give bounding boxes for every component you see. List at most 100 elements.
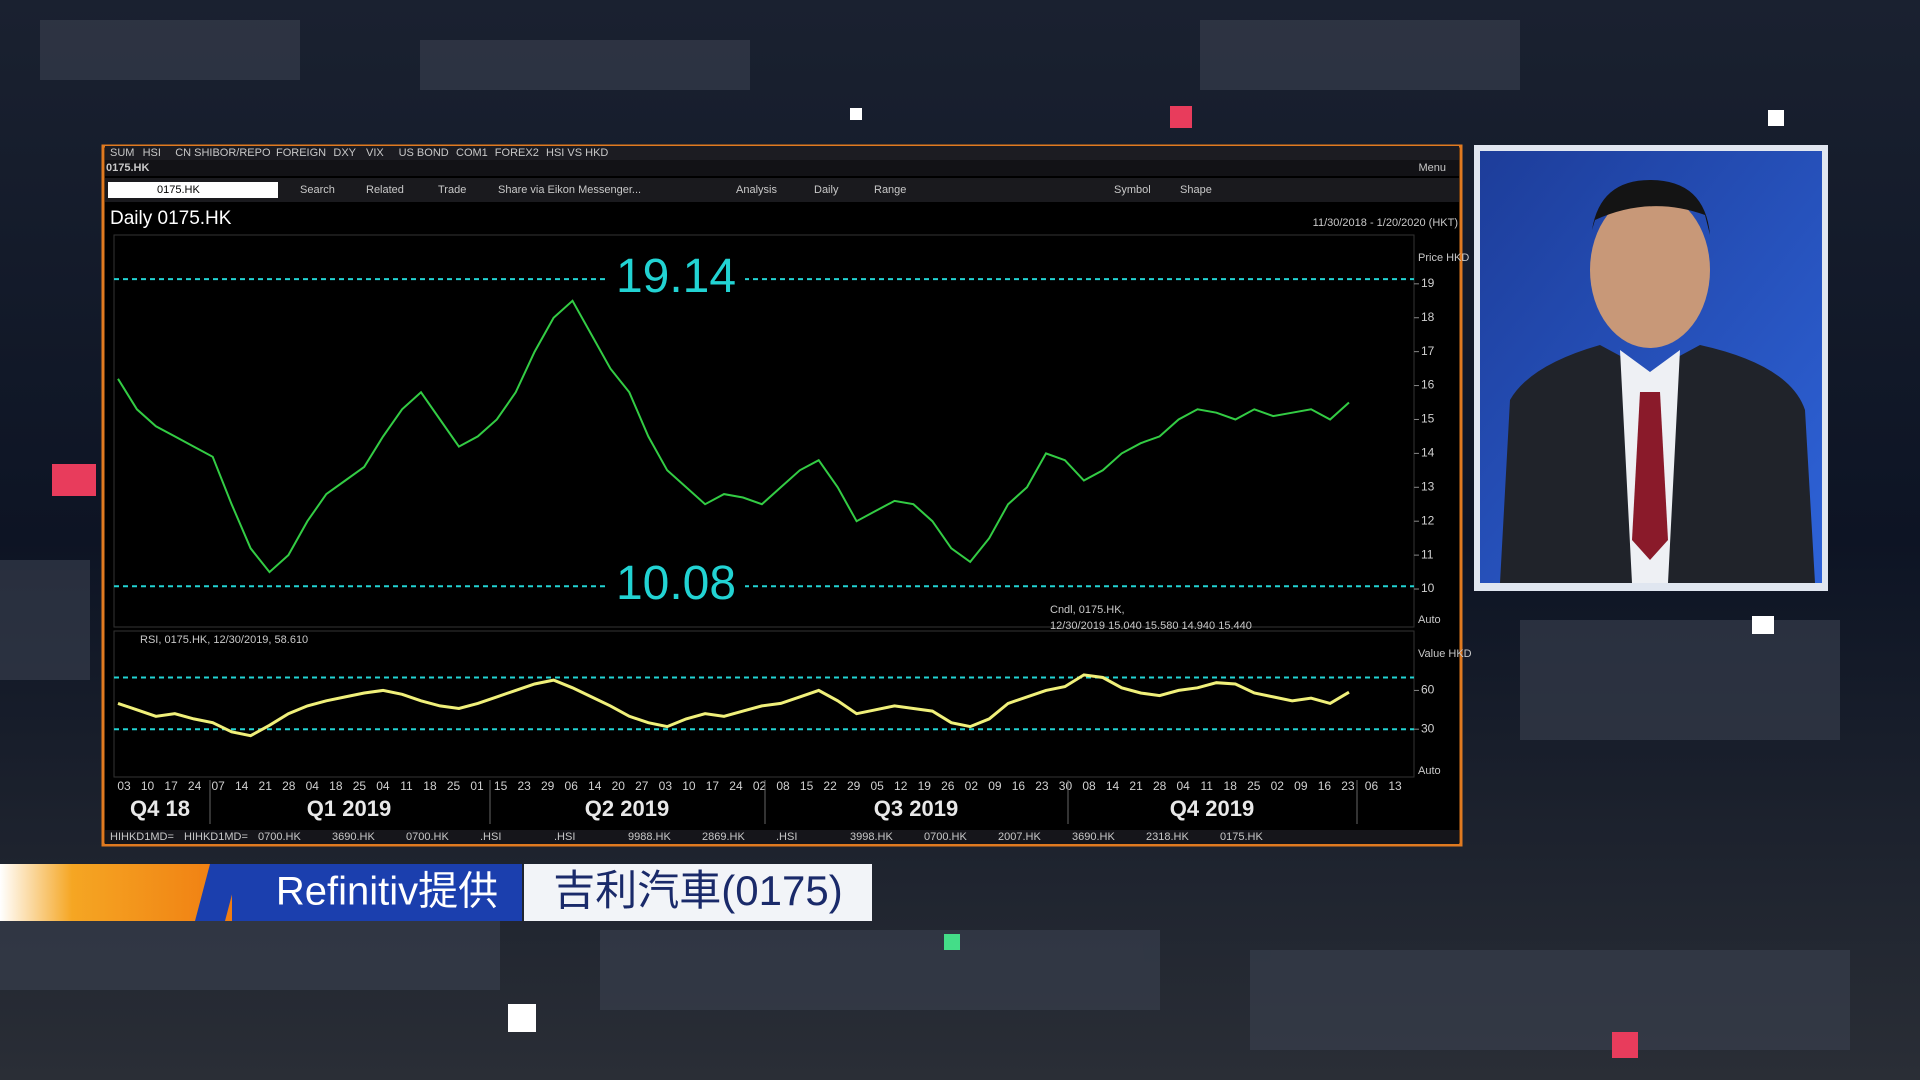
x-tick-label: 16 bbox=[1012, 779, 1026, 793]
toolbar-item[interactable]: Share via Eikon Messenger... bbox=[498, 184, 641, 196]
bottom-tab[interactable]: 2869.HK bbox=[702, 831, 745, 843]
x-tick-label: 15 bbox=[494, 779, 508, 793]
toolbar-item[interactable]: Range bbox=[874, 184, 906, 196]
x-tick-label: 10 bbox=[141, 779, 155, 793]
x-tick-label: 25 bbox=[447, 779, 461, 793]
toolbar-item[interactable]: Shape bbox=[1180, 184, 1212, 196]
deco bbox=[1752, 616, 1774, 634]
x-tick-label: 10 bbox=[682, 779, 696, 793]
x-tick-label: 09 bbox=[1294, 779, 1308, 793]
y-tick-label: 60 bbox=[1421, 683, 1435, 697]
x-tick-label: 20 bbox=[612, 779, 626, 793]
tab[interactable]: CN SHIBOR/REPO bbox=[175, 147, 271, 159]
deco bbox=[1612, 1032, 1638, 1058]
x-tick-label: 14 bbox=[588, 779, 602, 793]
deco bbox=[1170, 106, 1192, 128]
bottom-tab[interactable]: .HSI bbox=[554, 831, 575, 843]
x-tick-label: 05 bbox=[871, 779, 885, 793]
bottom-tab[interactable]: 3690.HK bbox=[332, 831, 375, 843]
chart-window: 0175.HK Menu 0175.HK bbox=[101, 144, 1463, 847]
series-line bbox=[117, 299, 1350, 574]
toolbar-item[interactable]: Related bbox=[366, 184, 404, 196]
bottom-tab[interactable]: 2007.HK bbox=[998, 831, 1041, 843]
toolbar-item[interactable]: Trade bbox=[438, 184, 466, 196]
x-tick-label: 01 bbox=[470, 779, 484, 793]
bottom-tab[interactable]: 0175.HK bbox=[1220, 831, 1263, 843]
bottom-tab[interactable]: .HSI bbox=[776, 831, 797, 843]
level-label: 10.08 bbox=[616, 557, 736, 610]
bottom-tab[interactable]: HIHKD1MD= bbox=[184, 831, 248, 843]
tab[interactable]: HSI VS HKD bbox=[546, 147, 608, 159]
x-tick-label: 17 bbox=[164, 779, 178, 793]
toolbar-item[interactable]: Daily bbox=[814, 184, 839, 196]
bottom-tab[interactable]: 2318.HK bbox=[1146, 831, 1189, 843]
x-tick-label: 25 bbox=[353, 779, 367, 793]
quarter-label: Q1 2019 bbox=[307, 796, 391, 821]
x-tick-label: 07 bbox=[211, 779, 225, 793]
deco bbox=[52, 464, 96, 496]
y-tick-label: 12 bbox=[1421, 513, 1435, 527]
x-tick-label: 14 bbox=[235, 779, 249, 793]
x-tick-label: 02 bbox=[1271, 779, 1285, 793]
x-tick-label: 11 bbox=[400, 779, 413, 793]
x-tick-label: 16 bbox=[1318, 779, 1332, 793]
x-tick-label: 19 bbox=[918, 779, 932, 793]
bottom-tab[interactable]: 0700.HK bbox=[406, 831, 449, 843]
caption-source: Refinitiv提供 bbox=[276, 870, 498, 914]
tab[interactable]: FOREX2 bbox=[495, 147, 539, 159]
caption-stock: 吉利汽車(0175) bbox=[553, 867, 842, 914]
quarter-label: Q3 2019 bbox=[874, 796, 958, 821]
x-tick-label: 23 bbox=[1035, 779, 1049, 793]
toolbar-item[interactable]: Analysis bbox=[736, 184, 777, 196]
x-tick-label: 03 bbox=[117, 779, 131, 793]
bottom-tab[interactable]: 0700.HK bbox=[258, 831, 301, 843]
x-tick-label: 11 bbox=[1200, 779, 1213, 793]
tab[interactable]: HSI bbox=[143, 147, 161, 159]
level-label: 19.14 bbox=[616, 250, 736, 303]
quarter-label: Q2 2019 bbox=[585, 796, 669, 821]
bottom-tab[interactable]: .HSI bbox=[480, 831, 501, 843]
x-tick-label: 02 bbox=[965, 779, 979, 793]
y-tick-label: 17 bbox=[1421, 344, 1435, 358]
x-tick-label: 18 bbox=[423, 779, 437, 793]
y-axis-label: Value HKD bbox=[1418, 648, 1472, 660]
x-tick-label: 24 bbox=[729, 779, 743, 793]
toolbar-item[interactable]: Symbol bbox=[1114, 184, 1151, 196]
chart-subtitle: 11/30/2018 - 1/20/2020 (HKT) bbox=[1313, 217, 1458, 229]
tab[interactable]: FOREIGN bbox=[276, 147, 326, 159]
tab[interactable]: COM1 bbox=[456, 147, 488, 159]
tab[interactable]: US BOND bbox=[399, 147, 449, 159]
bottom-tab[interactable]: 0700.HK bbox=[924, 831, 967, 843]
x-tick-label: 06 bbox=[1365, 779, 1379, 793]
x-tick-label: 27 bbox=[635, 779, 649, 793]
y-tick-label: 11 bbox=[1421, 547, 1434, 561]
toolbar-item[interactable]: Search bbox=[300, 184, 335, 196]
y-tick-label: 19 bbox=[1421, 276, 1435, 290]
menu-button[interactable]: Menu bbox=[1418, 162, 1446, 174]
quarter-label: Q4 2019 bbox=[1170, 796, 1254, 821]
tab[interactable]: DXY bbox=[333, 147, 356, 159]
bottom-tab[interactable]: 3690.HK bbox=[1072, 831, 1115, 843]
scale-button[interactable]: Auto bbox=[1418, 765, 1441, 777]
x-tick-label: 14 bbox=[1106, 779, 1120, 793]
x-tick-label: 28 bbox=[282, 779, 296, 793]
chart-title: Daily 0175.HK bbox=[110, 208, 232, 229]
bottom-tab[interactable]: HIHKD1MD= bbox=[110, 831, 174, 843]
x-tick-label: 24 bbox=[188, 779, 202, 793]
tab[interactable]: SUM bbox=[110, 147, 134, 159]
x-tick-label: 18 bbox=[329, 779, 343, 793]
symbol-input[interactable]: 0175.HK bbox=[157, 184, 200, 196]
bottom-tab[interactable]: 9988.HK bbox=[628, 831, 671, 843]
x-tick-label: 21 bbox=[1129, 779, 1143, 793]
y-tick-label: 10 bbox=[1421, 581, 1435, 595]
x-tick-label: 08 bbox=[1082, 779, 1096, 793]
x-tick-label: 12 bbox=[894, 779, 908, 793]
deco bbox=[944, 934, 960, 950]
deco bbox=[1768, 110, 1784, 126]
bottom-tab[interactable]: 3998.HK bbox=[850, 831, 893, 843]
scale-button[interactable]: Auto bbox=[1418, 614, 1441, 626]
tab[interactable]: VIX bbox=[366, 147, 384, 159]
window-title: 0175.HK bbox=[106, 162, 149, 174]
presenter-video bbox=[1474, 145, 1828, 591]
x-tick-label: 18 bbox=[1224, 779, 1238, 793]
